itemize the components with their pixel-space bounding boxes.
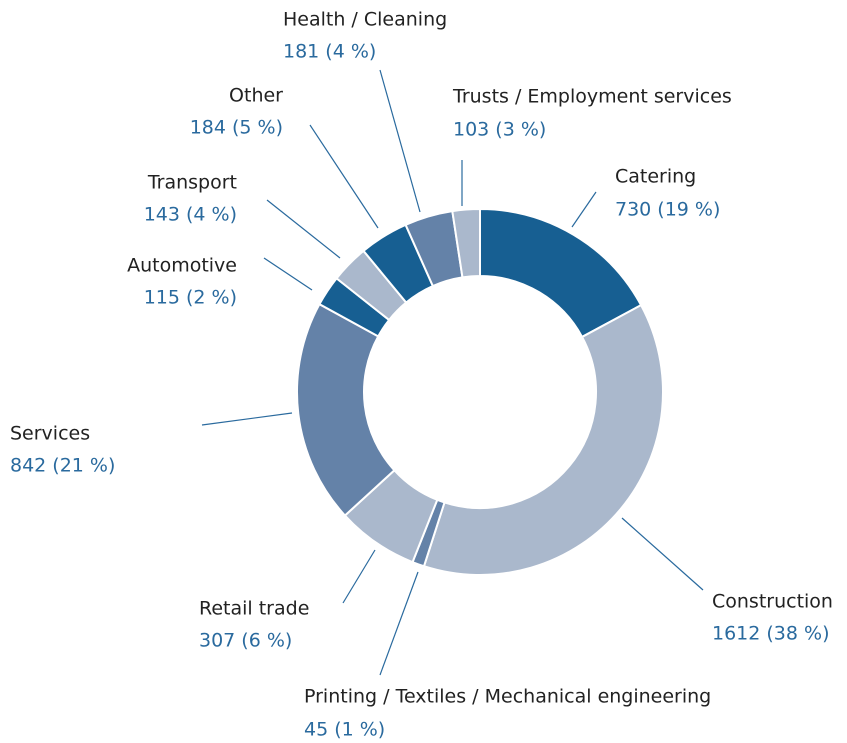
slice-label: Retail trade — [199, 598, 309, 620]
value-label: 181 (4 %) — [283, 41, 376, 63]
slice-label: Printing / Textiles / Mechanical enginee… — [304, 686, 711, 708]
value-label: 45 (1 %) — [304, 719, 385, 741]
value-label: 143 (4 %) — [144, 204, 237, 226]
slice-label: Trusts / Employment services — [452, 86, 732, 108]
leader-line — [263, 257, 313, 291]
value-label: 307 (6 %) — [199, 630, 292, 652]
slice-label: Catering — [615, 166, 696, 188]
slice-label: Transport — [147, 172, 237, 194]
slice-label: Services — [10, 423, 90, 445]
slice-label: Automotive — [127, 255, 237, 277]
slice-label: Other — [229, 85, 283, 107]
leader-line — [379, 571, 419, 676]
leader-line — [379, 69, 421, 213]
donut-slice — [422, 303, 664, 576]
slice-label: Construction — [712, 591, 833, 613]
value-label: 115 (2 %) — [144, 287, 237, 309]
donut-slice — [451, 207, 481, 279]
value-label: 184 (5 %) — [190, 117, 283, 139]
leader-line — [571, 191, 597, 228]
value-label: 842 (21 %) — [10, 455, 115, 477]
leader-line — [309, 124, 379, 229]
leader-line — [201, 412, 293, 426]
value-label: 103 (3 %) — [453, 119, 546, 141]
leader-line — [621, 517, 704, 591]
donut-slice — [296, 302, 396, 517]
value-label: 1612 (38 %) — [712, 623, 830, 645]
value-label: 730 (19 %) — [615, 199, 720, 221]
leader-line — [266, 199, 341, 259]
leader-line — [342, 549, 376, 604]
slice-label: Health / Cleaning — [283, 9, 447, 31]
